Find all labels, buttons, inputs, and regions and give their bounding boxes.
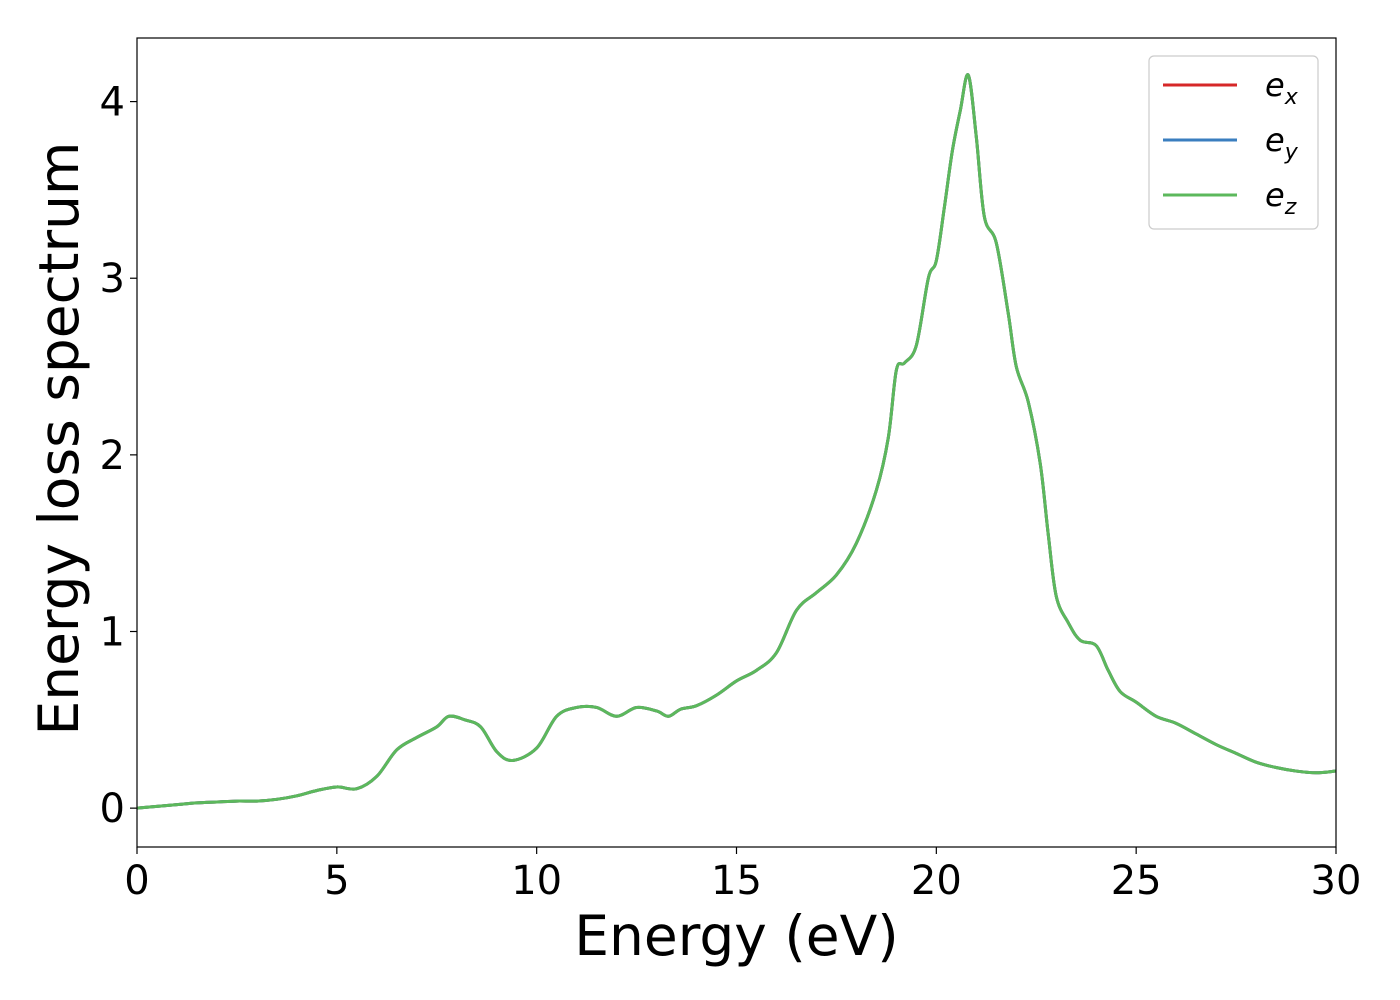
y-tick-label: 2 (100, 433, 125, 479)
legend-label-z: ez (1265, 176, 1297, 220)
x-axis-label: Energy (eV) (574, 904, 898, 968)
series-line-z (136, 73, 1337, 810)
x-tick-label: 10 (511, 858, 562, 904)
y-tick-label: 0 (100, 786, 125, 832)
plot-lines (136, 73, 1337, 810)
y-tick-label: 3 (100, 256, 125, 302)
y-tick-label: 1 (100, 610, 125, 656)
x-tick-label: 5 (324, 858, 349, 904)
x-tick-label: 0 (124, 858, 149, 904)
legend-label-y: ey (1265, 121, 1299, 165)
x-tick-label: 30 (1311, 858, 1362, 904)
legend-label-x: ex (1265, 66, 1299, 110)
y-tick-label: 4 (100, 80, 125, 126)
y-axis-ticks: 0 1 2 3 4 (100, 80, 137, 832)
legend: ex ey ez (1148, 55, 1319, 230)
legend-box (1148, 55, 1319, 230)
y-axis-label: Energy loss spectrum (27, 141, 91, 735)
x-tick-label: 25 (1111, 858, 1162, 904)
x-axis-ticks: 0 5 10 15 20 25 30 (124, 847, 1361, 904)
x-tick-label: 15 (711, 858, 762, 904)
x-tick-label: 20 (911, 858, 962, 904)
